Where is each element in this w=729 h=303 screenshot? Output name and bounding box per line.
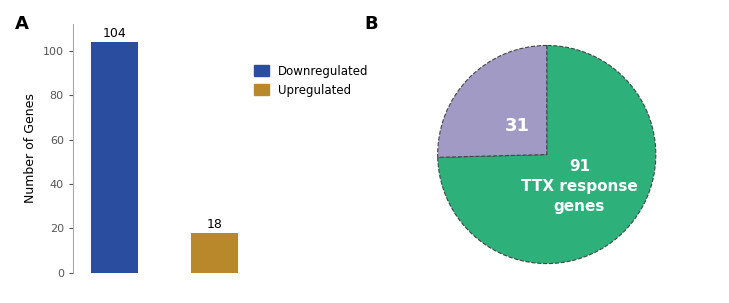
- Text: 31: 31: [504, 117, 529, 135]
- Wedge shape: [437, 45, 656, 264]
- Wedge shape: [437, 45, 547, 157]
- Bar: [191, 233, 238, 273]
- Legend: Downregulated, Upregulated: Downregulated, Upregulated: [249, 60, 373, 101]
- Text: 91
TTX response
genes: 91 TTX response genes: [521, 159, 638, 214]
- Y-axis label: Number of Genes: Number of Genes: [24, 94, 37, 203]
- Text: B: B: [364, 15, 378, 33]
- Bar: [91, 42, 138, 273]
- Text: 104: 104: [103, 27, 126, 40]
- Text: 18: 18: [206, 218, 222, 231]
- Text: A: A: [15, 15, 28, 33]
